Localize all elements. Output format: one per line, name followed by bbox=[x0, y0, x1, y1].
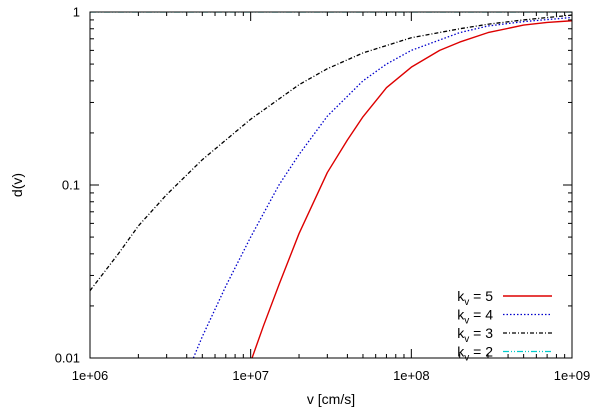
plot-frame bbox=[89, 11, 573, 359]
y-axis-label: d(v) bbox=[9, 173, 25, 197]
legend: kv = 5kv = 4kv = 3kv = 2 bbox=[457, 288, 552, 364]
series-line-3 bbox=[90, 14, 572, 292]
x-axis-label: v [cm/s] bbox=[307, 391, 355, 407]
ticks-layer bbox=[89, 11, 573, 359]
y-tick-label: 0.01 bbox=[55, 351, 80, 366]
legend-label-1: kv = 5 bbox=[457, 288, 493, 308]
y-tick-label: 0.1 bbox=[62, 178, 80, 193]
series-layer bbox=[90, 12, 572, 358]
series-line-1 bbox=[251, 20, 572, 358]
series-line-2 bbox=[192, 16, 572, 358]
x-tick-label: 1e+08 bbox=[393, 368, 430, 383]
x-tick-label: 1e+09 bbox=[554, 368, 591, 383]
legend-label-3: kv = 3 bbox=[457, 325, 493, 345]
x-tick-label: 1e+07 bbox=[232, 368, 269, 383]
legend-label-4: kv = 2 bbox=[457, 344, 493, 364]
tick-labels-layer: 1e+06 1e+07 1e+08 1e+09 0.01 0.1 1 bbox=[55, 5, 591, 384]
y-tick-label: 1 bbox=[73, 5, 80, 20]
legend-label-2: kv = 4 bbox=[457, 307, 493, 327]
x-tick-label: 1e+06 bbox=[72, 368, 109, 383]
